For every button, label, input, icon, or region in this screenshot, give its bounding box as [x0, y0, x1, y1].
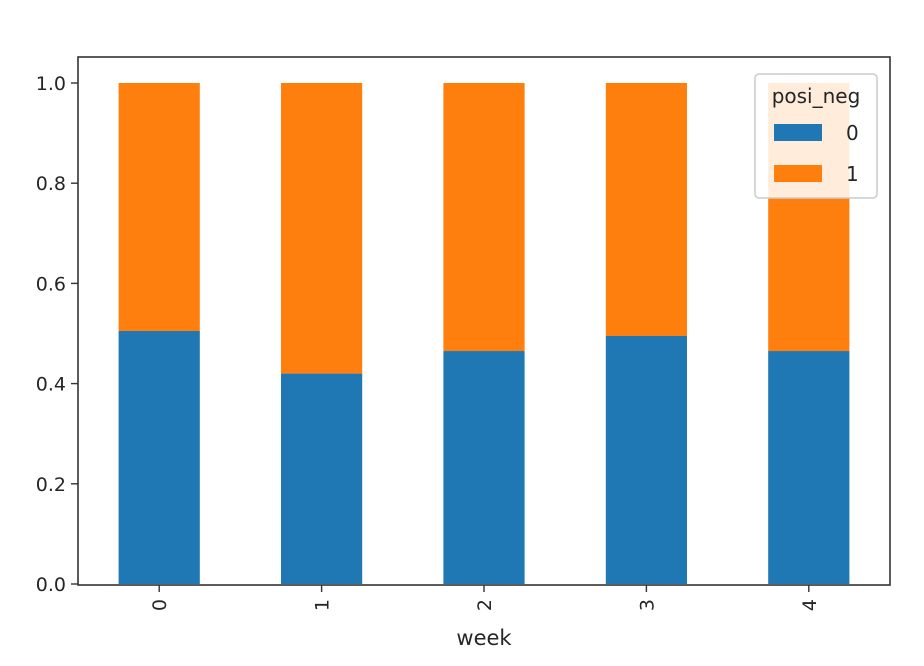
bar-week-4-series-0	[768, 351, 850, 584]
x-axis: 0 1 2 3 4	[149, 585, 821, 611]
y-axis: 0.0 0.2 0.4 0.6 0.8 1.0	[36, 73, 78, 596]
bar-week-1-series-0	[281, 373, 363, 584]
y-tick-label: 0.0	[36, 574, 66, 596]
y-tick-label: 0.6	[36, 273, 66, 295]
legend: posi_neg 0 1	[754, 73, 878, 199]
bar-week-3-series-1	[605, 83, 687, 337]
x-tick-label: 3	[636, 599, 658, 611]
legend-title: posi_neg	[772, 84, 861, 108]
legend-swatch-0	[774, 124, 822, 141]
x-tick-label: 2	[474, 599, 496, 611]
legend-label-0: 0	[846, 121, 859, 145]
y-tick-label: 0.8	[36, 173, 66, 195]
x-axis-label: week	[456, 626, 512, 650]
bar-week-2-series-1	[443, 83, 525, 352]
y-tick-label: 1.0	[36, 73, 66, 95]
bars-group	[118, 83, 850, 584]
bar-week-3-series-0	[605, 336, 687, 584]
bar-week-0-series-0	[118, 330, 200, 584]
bar-week-2-series-0	[443, 351, 525, 584]
x-tick-label: 4	[799, 599, 821, 611]
legend-label-1: 1	[846, 162, 859, 186]
x-tick-label: 1	[312, 599, 334, 611]
bar-week-1-series-1	[281, 83, 363, 374]
x-tick-label: 0	[149, 599, 171, 611]
y-tick-label: 0.2	[36, 474, 66, 496]
y-tick-label: 0.4	[36, 374, 66, 396]
bar-week-0-series-1	[118, 83, 200, 331]
legend-swatch-1	[774, 165, 822, 182]
